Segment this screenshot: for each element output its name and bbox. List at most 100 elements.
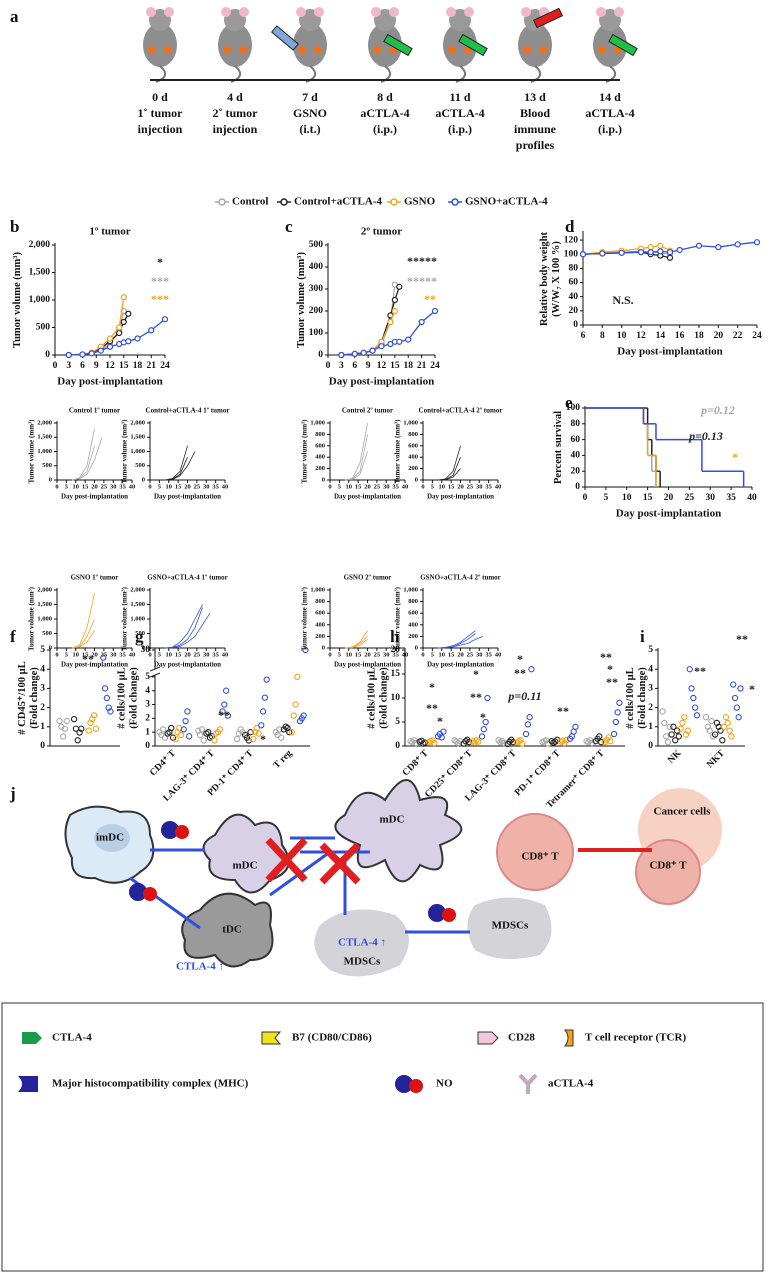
legend-label: aCTLA-4 bbox=[548, 1078, 594, 1090]
x-tick-label: 5 bbox=[158, 651, 162, 658]
y-axis-label: # cells/100 µL bbox=[366, 667, 377, 728]
x-tick-label: 40 bbox=[402, 483, 409, 490]
data-point bbox=[711, 731, 719, 738]
data-point bbox=[211, 737, 218, 744]
cd8-t-cell bbox=[635, 839, 701, 905]
data-point bbox=[612, 718, 619, 726]
data-point bbox=[338, 351, 345, 359]
mdsc-cell bbox=[467, 897, 552, 959]
annotation: ** bbox=[557, 704, 569, 718]
y-tick-label: 2,000 bbox=[130, 419, 145, 426]
y-tick-label: 5 bbox=[145, 672, 150, 682]
x-tick-label: 5 bbox=[158, 483, 162, 490]
y-tick-label: 2,000 bbox=[29, 240, 51, 250]
series-line bbox=[344, 638, 368, 649]
data-point bbox=[107, 708, 114, 715]
y-tick-label: 15 bbox=[391, 669, 401, 679]
annotation: ** bbox=[424, 292, 436, 306]
data-point bbox=[719, 737, 726, 744]
data-point bbox=[59, 733, 67, 740]
annotation: * bbox=[749, 682, 755, 696]
y-tick-label: 60 bbox=[569, 278, 579, 288]
data-point bbox=[184, 708, 191, 715]
data-point bbox=[717, 727, 724, 734]
y-tick-label: 60 bbox=[571, 435, 581, 445]
mouse-ear bbox=[521, 7, 531, 17]
annotation: ** bbox=[600, 650, 612, 664]
series-line bbox=[582, 241, 758, 255]
mouse-body bbox=[443, 23, 477, 67]
data-point bbox=[453, 738, 460, 745]
y-tick-label: 20 bbox=[391, 645, 401, 655]
y-axis-label: Relative body weight bbox=[539, 232, 550, 326]
tumor bbox=[314, 46, 322, 54]
y-tick-label: 800 bbox=[408, 598, 418, 605]
x-tick-label: 35 bbox=[392, 483, 399, 490]
y-tick-label: 80 bbox=[571, 419, 581, 429]
data-point bbox=[526, 714, 533, 721]
y-axis-label: Tumor volume (mm³) bbox=[301, 586, 309, 651]
timeline-text: profiles bbox=[516, 138, 555, 152]
y-axis-label: Percent survival bbox=[553, 411, 564, 484]
y-tick-label: 600 bbox=[315, 442, 325, 449]
data-point bbox=[695, 242, 703, 249]
y-tick-label: 0 bbox=[573, 320, 578, 330]
data-point bbox=[172, 735, 179, 743]
data-point bbox=[168, 724, 175, 732]
annotation: * bbox=[429, 680, 435, 694]
timeline-day: 8 d bbox=[377, 90, 393, 104]
data-point bbox=[412, 739, 420, 747]
y-tick-label: 0 bbox=[575, 482, 580, 492]
annotation: *** bbox=[151, 292, 169, 306]
tumor bbox=[223, 46, 231, 54]
data-point bbox=[288, 729, 296, 736]
timeline-text: immune bbox=[514, 122, 557, 136]
x-tick-label: 6 bbox=[581, 331, 586, 341]
data-point bbox=[186, 733, 193, 740]
diagram-label: CD8⁺ T bbox=[521, 851, 559, 863]
data-point bbox=[693, 712, 701, 719]
chart-title: GSNO 1º tumor bbox=[71, 574, 119, 582]
data-point bbox=[731, 694, 739, 702]
y-tick-label: 1,000 bbox=[29, 295, 51, 305]
data-point bbox=[431, 739, 438, 747]
x-tick-label: 0 bbox=[326, 361, 331, 371]
series-line bbox=[164, 457, 188, 481]
tumor bbox=[448, 46, 456, 54]
y-axis-label: Tumor volume (mm³) bbox=[301, 419, 309, 484]
data-point bbox=[666, 254, 674, 261]
x-tick-label: 24 bbox=[430, 361, 440, 371]
y-tick-label: 500 bbox=[135, 462, 145, 469]
y-axis-label: Tumor volume (mm³) bbox=[28, 419, 36, 484]
x-tick-label: 15 bbox=[643, 493, 653, 503]
legend-label: Major histocompatibility complex (MHC) bbox=[52, 1078, 249, 1090]
y-tick-label: 0 bbox=[142, 476, 145, 483]
y-tick-label: 0 bbox=[322, 644, 325, 651]
data-point bbox=[676, 246, 683, 254]
x-tick-label: 20 bbox=[364, 651, 371, 658]
y-axis-label: Tumor volume (mm³) bbox=[121, 419, 129, 484]
x-tick-label: 10 bbox=[73, 651, 80, 658]
data-point bbox=[498, 738, 506, 745]
x-tick-label: 10 bbox=[166, 483, 173, 490]
x-axis-label: Day post-implantation bbox=[334, 493, 401, 501]
data-point bbox=[286, 729, 293, 736]
y-tick-label: 400 bbox=[315, 621, 325, 628]
annotation: N.S. bbox=[612, 293, 633, 307]
data-point bbox=[666, 723, 673, 730]
y-tick-label: 1,000 bbox=[130, 615, 145, 622]
x-tick-label: 15 bbox=[119, 361, 129, 371]
x-tick-label: 15 bbox=[175, 651, 182, 658]
timeline-day: 13 d bbox=[524, 90, 546, 104]
x-tick-label: 40 bbox=[129, 483, 136, 490]
data-point bbox=[200, 737, 207, 744]
data-point bbox=[70, 715, 78, 723]
legend-icons bbox=[18, 1029, 574, 1094]
timeline-text: aCTLA-4 bbox=[360, 106, 409, 120]
mouse-ear bbox=[389, 7, 399, 17]
mdc-cell bbox=[334, 779, 463, 883]
x-tick-label: 10 bbox=[73, 483, 80, 490]
x-tick-label: 15 bbox=[448, 483, 455, 490]
timeline-day: 7 d bbox=[302, 90, 318, 104]
y-tick-label: 0 bbox=[145, 741, 150, 751]
